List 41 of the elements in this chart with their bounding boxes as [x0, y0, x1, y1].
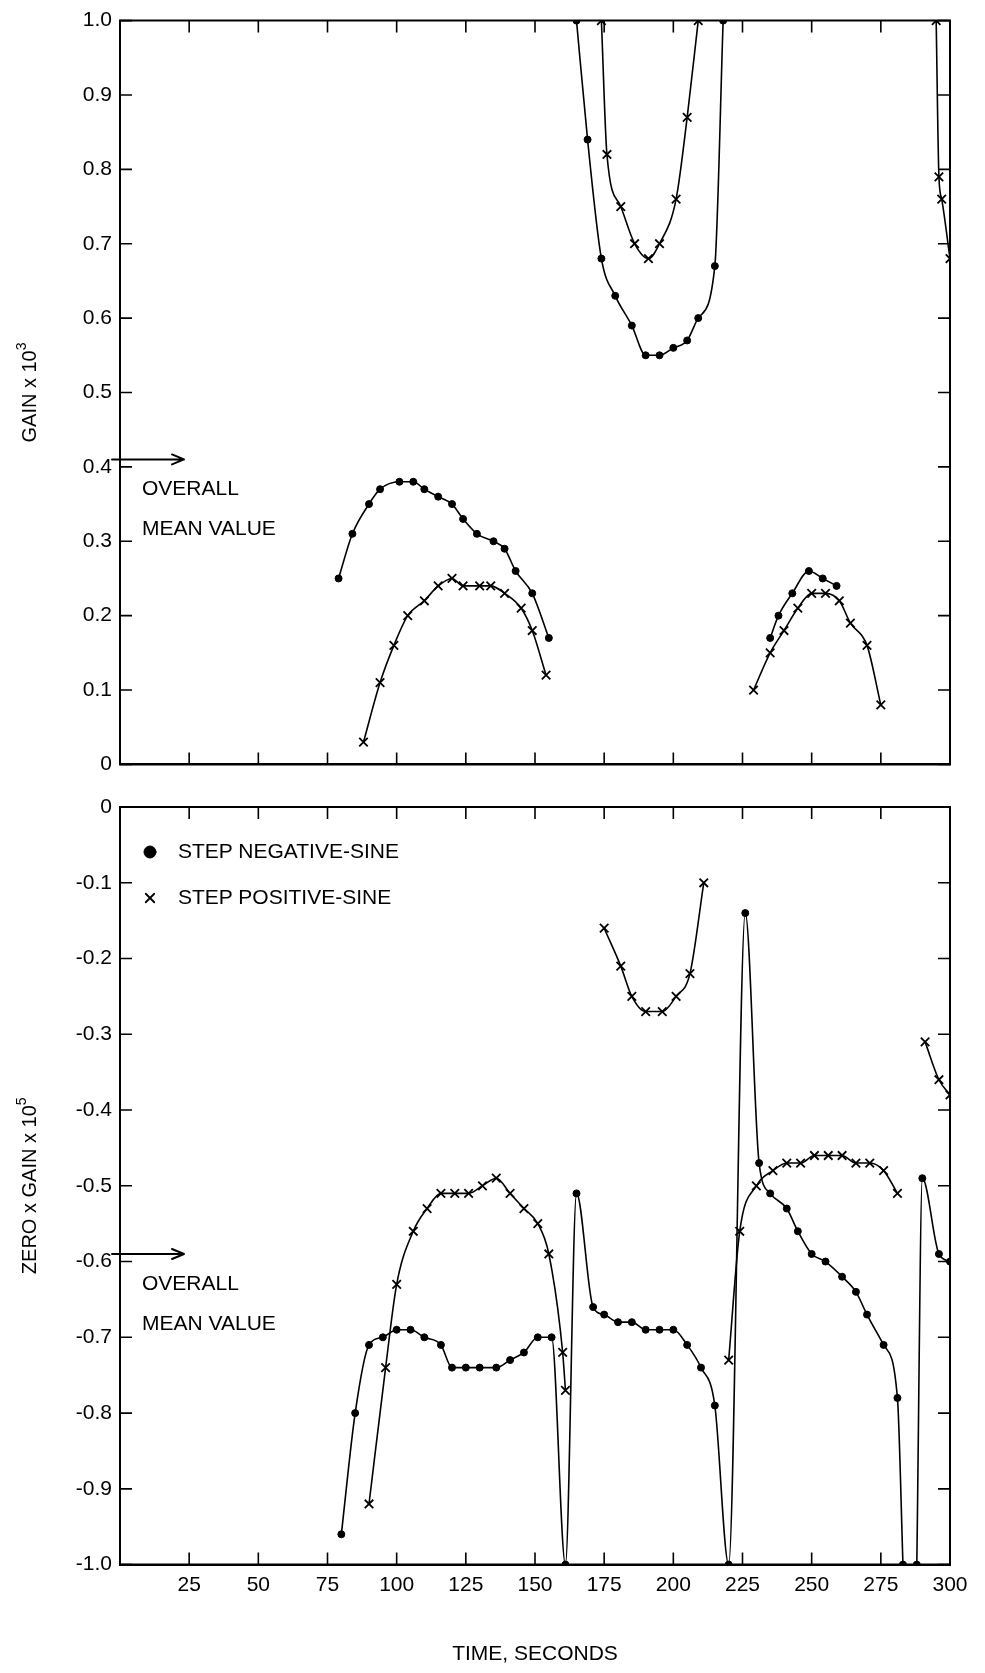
y-tick-label: -0.7 — [75, 1324, 112, 1348]
y-tick-label: -0.6 — [75, 1248, 112, 1272]
x-tick-label: 200 — [655, 1572, 691, 1595]
x-tick-label: 250 — [794, 1572, 830, 1595]
y-tick-label: -0.1 — [75, 869, 112, 893]
y-tick-label: 0.3 — [82, 528, 112, 552]
x-tick-label: 25 — [177, 1572, 201, 1595]
x-tick-label: 100 — [379, 1572, 415, 1595]
x-tick-label: 50 — [246, 1572, 271, 1595]
x-tick-label: 150 — [517, 1572, 553, 1595]
legend-label: STEP POSITIVE-SINE — [178, 884, 392, 908]
y-tick-label: 0.9 — [82, 81, 112, 105]
y-tick-label: -0.2 — [75, 945, 112, 969]
y-axis-title: ZERO x GAIN x 105 — [12, 1097, 40, 1275]
x-tick-label: 300 — [932, 1572, 968, 1595]
y-tick-label: 0 — [100, 793, 112, 817]
y-tick-label: 0.8 — [82, 156, 112, 180]
y-tick-label: 0.2 — [82, 602, 112, 626]
legend-label: STEP NEGATIVE-SINE — [178, 838, 399, 862]
y-tick-label: 0.7 — [82, 230, 112, 254]
y-tick-label: -0.8 — [75, 1399, 112, 1423]
legend-label: OVERALL MEAN VALUE — [142, 476, 276, 540]
x-tick-label: 175 — [586, 1572, 622, 1595]
ref-line-label: OVERALL MEAN VALUE — [142, 1270, 276, 1334]
x-tick-label: 125 — [448, 1572, 484, 1595]
x-tick-label: 75 — [315, 1572, 340, 1595]
y-tick-label: 0.5 — [82, 379, 112, 403]
y-tick-label: 0.1 — [82, 676, 112, 700]
y-tick-label: 0.6 — [82, 304, 112, 328]
y-tick-label: -1.0 — [75, 1551, 112, 1575]
y-tick-label: -0.3 — [75, 1021, 112, 1045]
y-tick-label: -0.5 — [75, 1172, 112, 1196]
y-tick-label: 0 — [100, 751, 112, 775]
y-tick-label: -0.9 — [75, 1475, 112, 1499]
y-axis-title: GAIN x 103 — [12, 342, 40, 443]
y-tick-label: 1.0 — [82, 7, 112, 31]
x-tick-label: 275 — [863, 1572, 899, 1595]
x-tick-label: 225 — [724, 1572, 761, 1595]
x-axis-title: TIME, SECONDS — [452, 1641, 618, 1665]
y-tick-label: 0.4 — [82, 453, 113, 477]
y-tick-label: -0.4 — [75, 1096, 113, 1120]
